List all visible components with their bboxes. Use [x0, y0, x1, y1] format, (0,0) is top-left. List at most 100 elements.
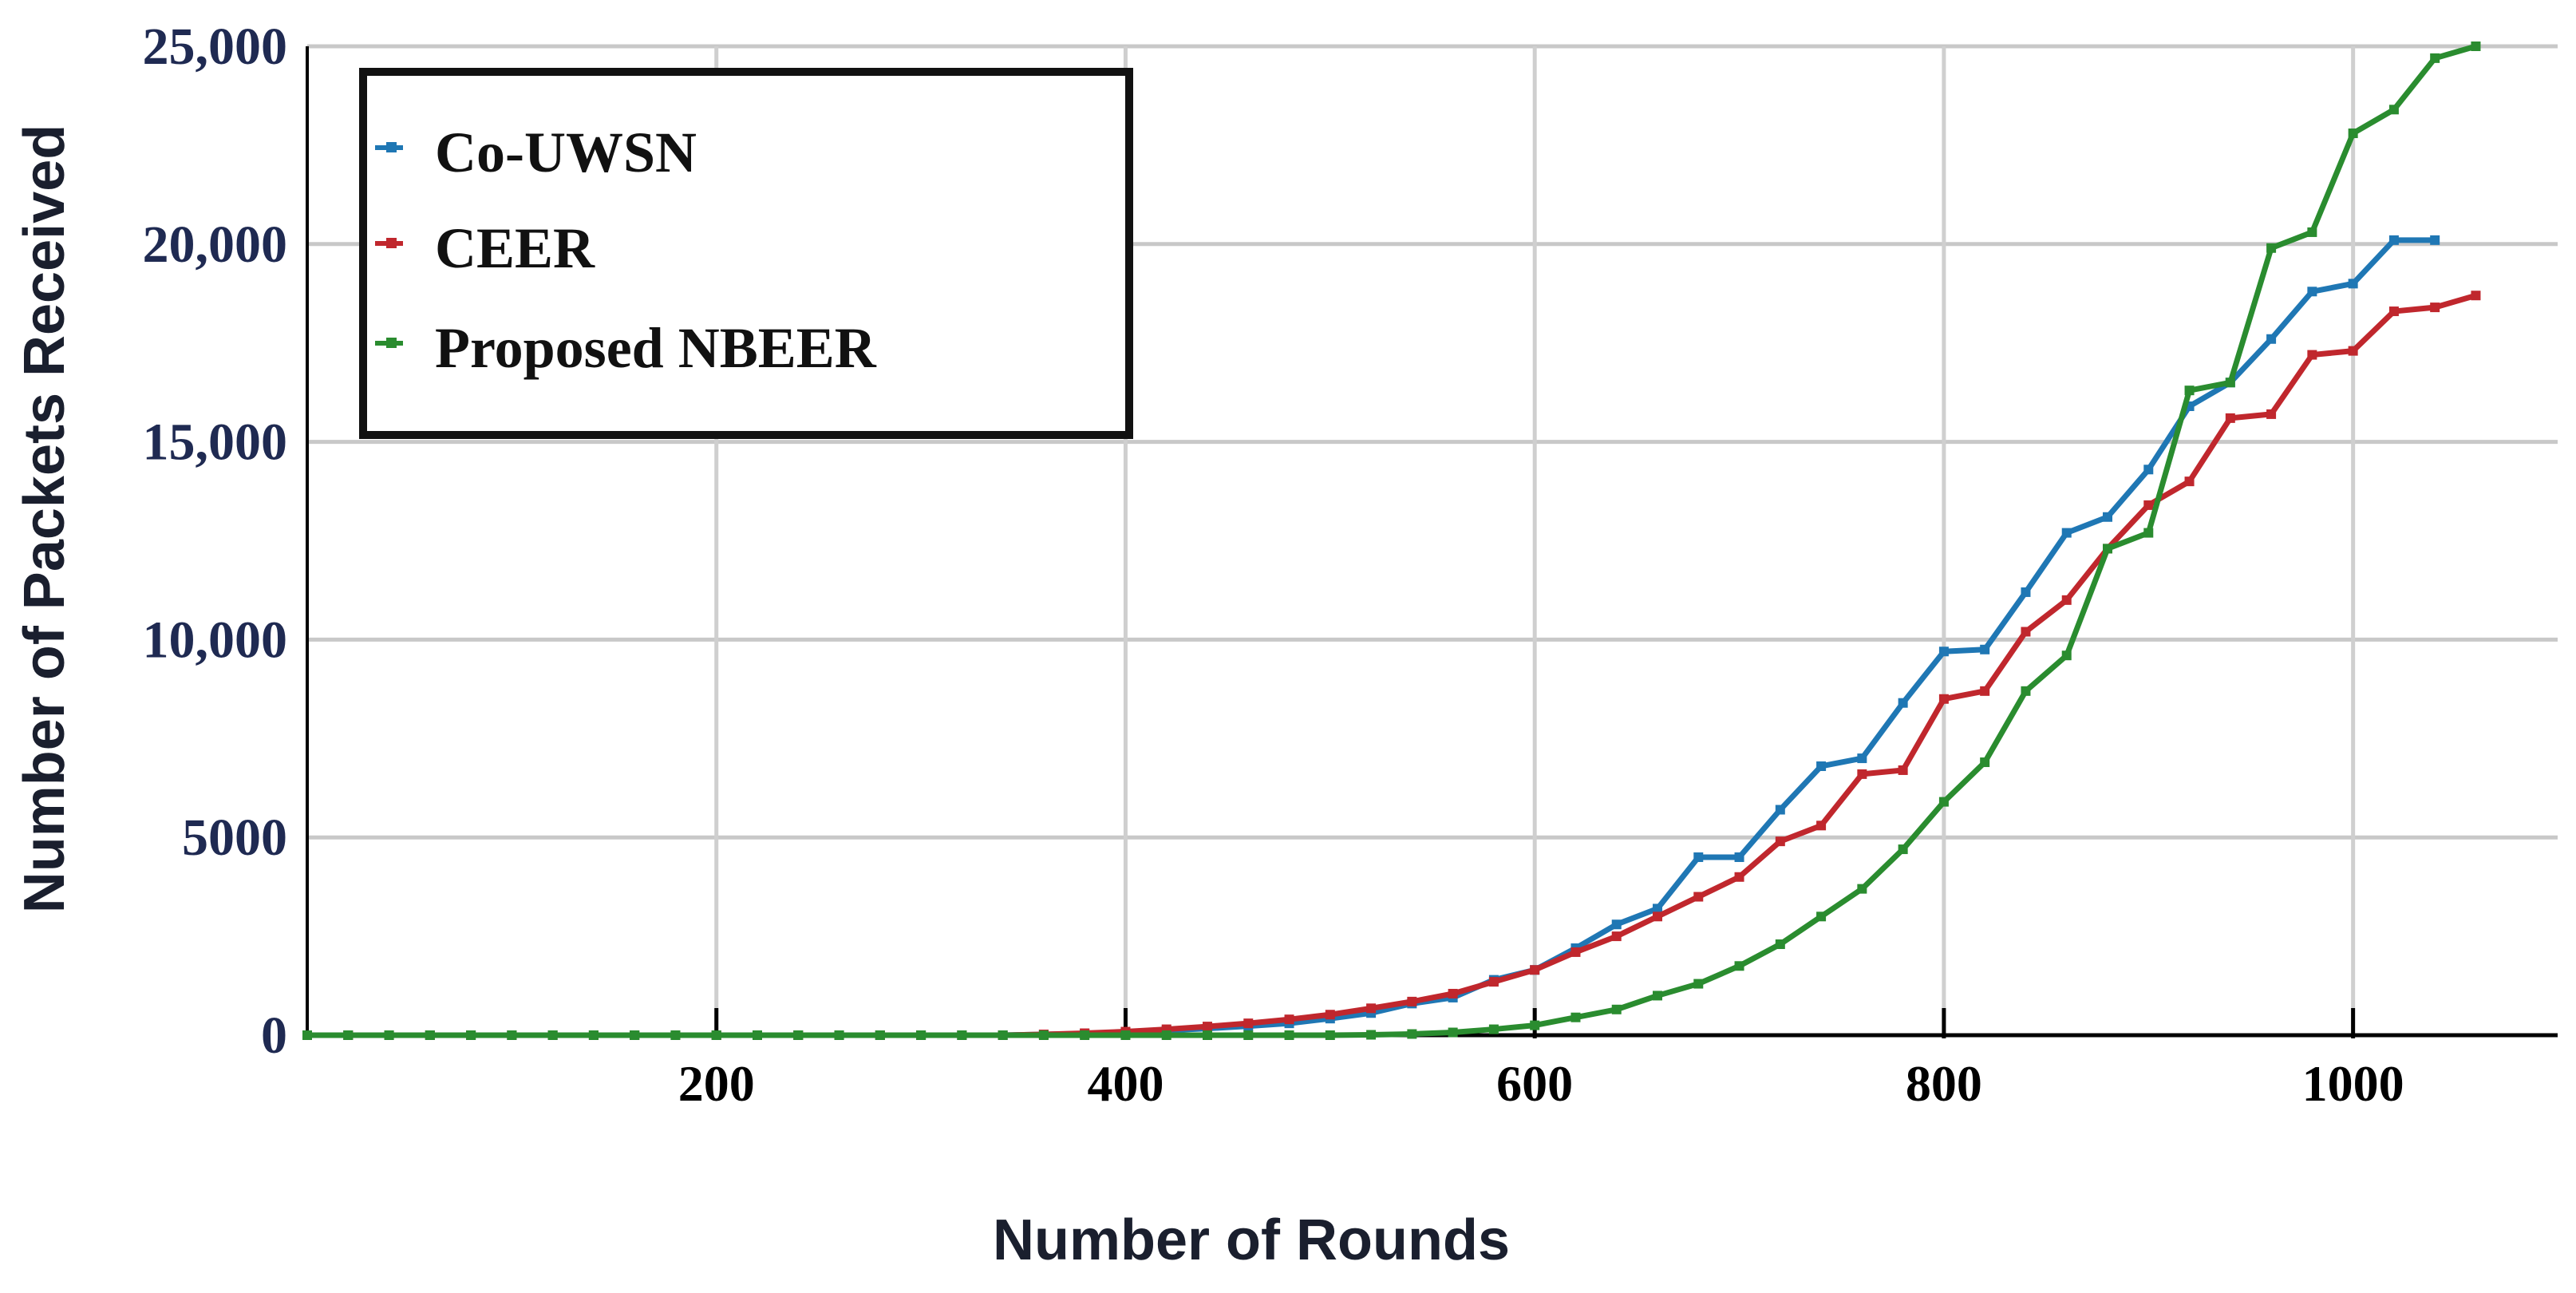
data-point — [2143, 528, 2154, 538]
y-tick-label: 0 — [261, 1006, 287, 1065]
y-tick-label: 15,000 — [143, 413, 288, 472]
data-point — [1898, 844, 1908, 855]
data-point — [1693, 979, 1704, 989]
data-point — [2061, 650, 2072, 661]
data-point — [2184, 476, 2195, 487]
y-tick-label: 10,000 — [143, 611, 288, 669]
data-point — [2021, 686, 2031, 696]
data-point — [1938, 797, 1949, 807]
data-point — [1734, 961, 1744, 971]
data-point — [2430, 302, 2440, 313]
data-point — [1734, 852, 1744, 862]
data-point — [1407, 1029, 1417, 1039]
data-point — [1161, 1030, 1171, 1040]
data-point — [1488, 977, 1499, 987]
x-axis-title: Number of Rounds — [993, 1208, 1510, 1272]
data-point — [466, 1030, 476, 1040]
y-tick-label: 25,000 — [143, 18, 288, 76]
data-point — [1693, 852, 1704, 862]
data-point — [507, 1030, 517, 1040]
data-point — [1325, 1010, 1335, 1020]
data-point — [1243, 1018, 1254, 1029]
data-point — [2021, 587, 2031, 597]
data-point — [2266, 243, 2277, 253]
data-point — [1693, 892, 1704, 902]
x-tick-label: 1000 — [2302, 1055, 2404, 1112]
data-point — [1080, 1030, 1090, 1040]
data-point — [1938, 694, 1949, 704]
x-tick-label: 800 — [1906, 1055, 1982, 1112]
data-point — [1243, 1030, 1254, 1040]
data-point — [670, 1030, 681, 1040]
tick-labels: 0 5000 10,000 15,000 20,000 25,000 200 400 600 80… — [143, 18, 2404, 1112]
legend-marker — [386, 238, 397, 248]
data-point — [2348, 279, 2358, 289]
data-point — [1734, 872, 1744, 882]
data-point — [2430, 235, 2440, 245]
data-point — [2103, 512, 2112, 522]
series-proposed-nbeer — [302, 42, 2481, 1040]
data-point — [1611, 1004, 1622, 1014]
data-point — [2388, 105, 2399, 115]
data-point — [1448, 1027, 1458, 1038]
data-point — [343, 1030, 354, 1040]
data-point — [753, 1030, 762, 1040]
data-point — [2348, 346, 2358, 356]
data-point — [875, 1030, 885, 1040]
data-point — [2143, 465, 2154, 475]
data-point — [2307, 227, 2317, 237]
data-point — [1284, 1030, 1294, 1040]
data-point — [1775, 939, 1785, 950]
data-point — [2307, 350, 2317, 360]
legend-box — [359, 68, 1133, 439]
data-point — [1203, 1022, 1212, 1032]
data-point — [547, 1030, 558, 1040]
data-point — [1898, 765, 1908, 775]
data-point — [1366, 1030, 1377, 1040]
data-point — [1488, 1024, 1499, 1034]
series-lines — [302, 42, 2481, 1040]
data-point — [2388, 306, 2399, 317]
data-point — [1611, 931, 1622, 942]
data-point — [998, 1030, 1008, 1040]
data-point — [1816, 911, 1827, 922]
legend-label: Co-UWSN — [435, 121, 697, 184]
data-point — [630, 1030, 640, 1040]
data-point — [1980, 686, 1990, 696]
data-point — [1530, 965, 1540, 975]
legend: Co-UWSN CEER Proposed NBEER — [359, 68, 1133, 439]
data-point — [1857, 884, 1867, 894]
data-point — [2143, 500, 2154, 510]
data-point — [1407, 996, 1417, 1006]
data-point — [1284, 1014, 1294, 1025]
data-point — [2266, 409, 2277, 419]
data-point — [2266, 334, 2277, 344]
data-point — [1530, 1020, 1540, 1030]
data-point — [2061, 528, 2072, 538]
data-point — [793, 1030, 804, 1040]
data-point — [1980, 644, 1990, 654]
data-point — [2061, 595, 2072, 605]
data-point — [1857, 769, 1867, 779]
data-point — [1980, 757, 1990, 768]
data-point — [2471, 42, 2481, 51]
data-point — [2307, 287, 2317, 297]
data-point — [1816, 761, 1827, 771]
data-point — [1570, 947, 1581, 957]
data-point — [1938, 646, 1949, 657]
data-point — [1775, 836, 1785, 847]
legend-marker — [386, 142, 397, 152]
data-point — [834, 1030, 844, 1040]
data-point — [425, 1030, 435, 1040]
data-point — [2184, 386, 2195, 396]
y-tick-label: 20,000 — [143, 216, 288, 274]
data-point — [2225, 413, 2235, 423]
data-point — [2348, 129, 2358, 139]
data-point — [1653, 904, 1662, 914]
data-point — [1857, 753, 1867, 764]
data-point — [957, 1030, 967, 1040]
data-point — [2103, 544, 2112, 554]
legend-label: Proposed NBEER — [435, 316, 877, 380]
data-point — [711, 1030, 721, 1040]
